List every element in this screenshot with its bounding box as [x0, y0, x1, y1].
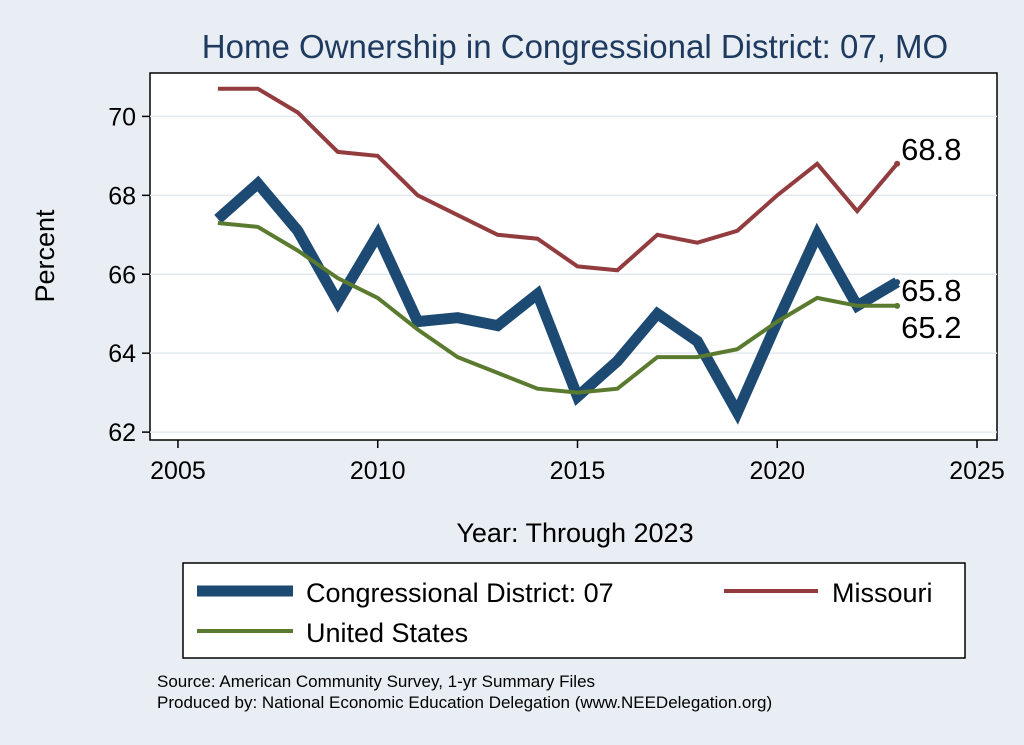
y-tick-label: 64 [108, 340, 136, 368]
source-line: Source: American Community Survey, 1-yr … [157, 672, 595, 691]
series-line-congressional-district-07 [214, 175, 900, 425]
y-tick-label: 62 [108, 419, 136, 447]
end-label: 65.8 [901, 273, 961, 308]
series-line-missouri [217, 86, 899, 273]
x-tick-label: 2005 [150, 457, 206, 485]
producer-line: Produced by: National Economic Education… [157, 693, 772, 712]
series-end-point [894, 302, 901, 309]
chart-title: Home Ownership in Congressional District… [202, 28, 948, 65]
x-tick-label: 2025 [949, 457, 1005, 485]
legend-label: Missouri [832, 578, 933, 608]
legend: Congressional District: 07 Missouri United… [197, 578, 933, 648]
x-tick-label: 2010 [350, 457, 406, 485]
y-tick-label: 66 [108, 261, 136, 289]
legend-label: United States [306, 618, 468, 648]
series-end-point [894, 160, 901, 167]
end-label: 68.8 [901, 132, 961, 167]
series-end-point [894, 279, 901, 286]
legend-label: Congressional District: 07 [306, 578, 614, 608]
series-line-united-states [217, 221, 898, 395]
y-axis-title: Percent [30, 209, 60, 303]
legend-box [182, 562, 966, 659]
y-tick-label: 70 [108, 103, 136, 131]
y-tick-label: 68 [108, 182, 136, 210]
series-lines [214, 86, 901, 425]
end-label: 65.2 [901, 310, 961, 345]
x-tick-label: 2020 [749, 457, 805, 485]
gridlines [150, 115, 997, 433]
x-axis-title: Year: Through 2023 [456, 518, 693, 548]
end-labels: 68.8 65.865.2 [901, 132, 961, 345]
axes: 62 64 66 68 70 2005 2010 2015 2020 2025 [108, 103, 1005, 485]
x-tick-label: 2015 [550, 457, 606, 485]
